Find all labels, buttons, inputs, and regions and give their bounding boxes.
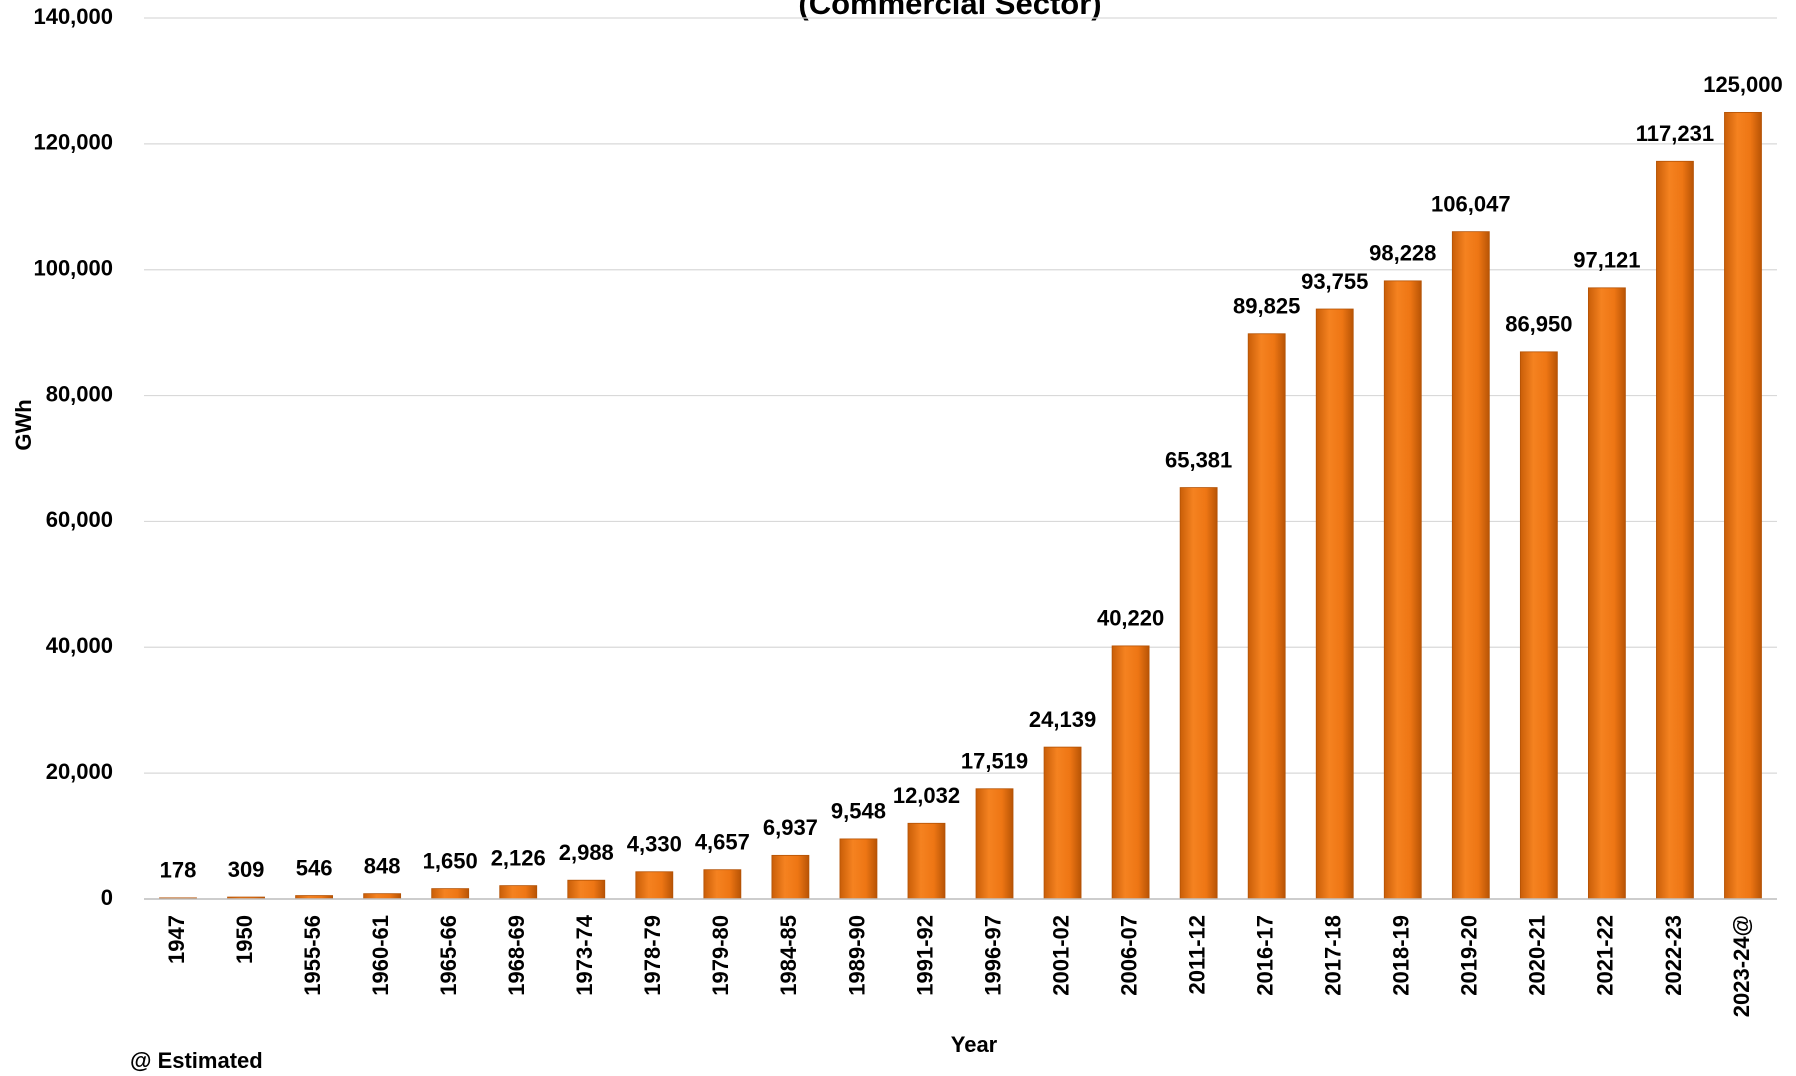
value-label: 98,228 (1369, 241, 1436, 266)
value-label: 40,220 (1097, 606, 1164, 631)
x-tick-label: 2023-24@ (1729, 915, 1754, 1017)
y-tick-label: 100,000 (33, 256, 113, 281)
y-tick-label: 120,000 (33, 130, 113, 155)
bar (1451, 231, 1490, 900)
value-label: 24,139 (1029, 707, 1096, 732)
y-tick-label: 80,000 (46, 381, 113, 406)
x-tick-label: 2019-20 (1457, 915, 1482, 996)
bar (499, 885, 538, 900)
x-tick-label: 2022-23 (1661, 915, 1686, 996)
x-tick-label: 2011-12 (1184, 915, 1209, 995)
x-tick-label: 1991-92 (912, 915, 937, 996)
x-tick-label: 1989-90 (844, 915, 869, 996)
value-label: 9,548 (831, 799, 886, 824)
bar (1043, 746, 1082, 900)
x-tick-label: 2020-21 (1525, 915, 1550, 996)
x-tick-label: 2001-02 (1048, 915, 1073, 996)
value-label: 1,650 (423, 848, 478, 873)
y-tick-label: 40,000 (46, 633, 113, 658)
x-tick-label: 1978-79 (640, 915, 665, 996)
y-axis-label: GWh (11, 399, 36, 450)
x-tick-label: 1968-69 (504, 915, 529, 996)
value-label: 848 (364, 853, 401, 878)
x-tick-label: 2021-22 (1593, 915, 1618, 996)
x-tick-label: 1984-85 (776, 915, 801, 996)
y-tick-label: 0 (101, 885, 113, 910)
x-tick-label: 1973-74 (572, 914, 597, 996)
bar (975, 788, 1014, 900)
footnote: @ Estimated (130, 1048, 263, 1073)
value-label: 97,121 (1573, 248, 1640, 273)
value-label: 4,657 (695, 830, 750, 855)
x-tick-label: 2017-18 (1321, 915, 1346, 996)
value-label: 2,988 (559, 840, 614, 865)
bar (1656, 160, 1694, 900)
x-tick-label: 2018-19 (1389, 915, 1414, 996)
x-tick-label: 1965-66 (436, 915, 461, 996)
x-tick-label: 1996-97 (980, 915, 1005, 996)
x-tick-label: 2006-07 (1116, 915, 1141, 996)
value-label: 106,047 (1431, 191, 1511, 216)
value-label: 2,126 (491, 845, 546, 870)
bar (431, 888, 470, 900)
value-label: 93,755 (1301, 269, 1368, 294)
value-label: 546 (296, 855, 333, 880)
value-label: 89,825 (1233, 294, 1300, 319)
value-label: 12,032 (893, 783, 960, 808)
y-tick-label: 60,000 (46, 507, 113, 532)
bar (1587, 287, 1626, 900)
chart-title: (Commercial Sector) (798, 0, 1101, 21)
bar (1111, 645, 1150, 900)
bar (771, 854, 810, 900)
value-label: 309 (228, 857, 265, 882)
bar (567, 879, 606, 900)
bar (1179, 487, 1218, 900)
value-label: 17,519 (961, 749, 1028, 774)
x-tick-label: 1950 (232, 915, 257, 964)
bar (363, 893, 402, 900)
x-tick-label: 2016-17 (1253, 915, 1278, 996)
y-tick-label: 20,000 (46, 759, 113, 784)
value-label: 4,330 (627, 832, 682, 857)
x-tick-label: 1947 (164, 915, 189, 964)
value-label: 117,231 (1636, 121, 1714, 146)
bar (907, 822, 946, 900)
x-axis-label: Year (951, 1032, 998, 1057)
bar (1247, 333, 1286, 900)
x-tick-label: 1979-80 (708, 915, 733, 996)
bar (1724, 111, 1762, 900)
value-label: 86,950 (1505, 312, 1572, 337)
value-label: 65,381 (1165, 447, 1232, 472)
bar (839, 838, 878, 900)
bar (1519, 351, 1558, 900)
x-tick-label: 1960-61 (368, 915, 393, 996)
bar (635, 871, 674, 900)
value-label: 125,000 (1703, 72, 1783, 97)
bar (1315, 308, 1354, 900)
value-label: 6,937 (763, 815, 818, 840)
bar (1383, 280, 1422, 900)
bar (703, 869, 742, 900)
value-label: 178 (160, 858, 197, 883)
y-tick-label: 140,000 (33, 4, 113, 29)
x-tick-label: 1955-56 (300, 915, 325, 996)
